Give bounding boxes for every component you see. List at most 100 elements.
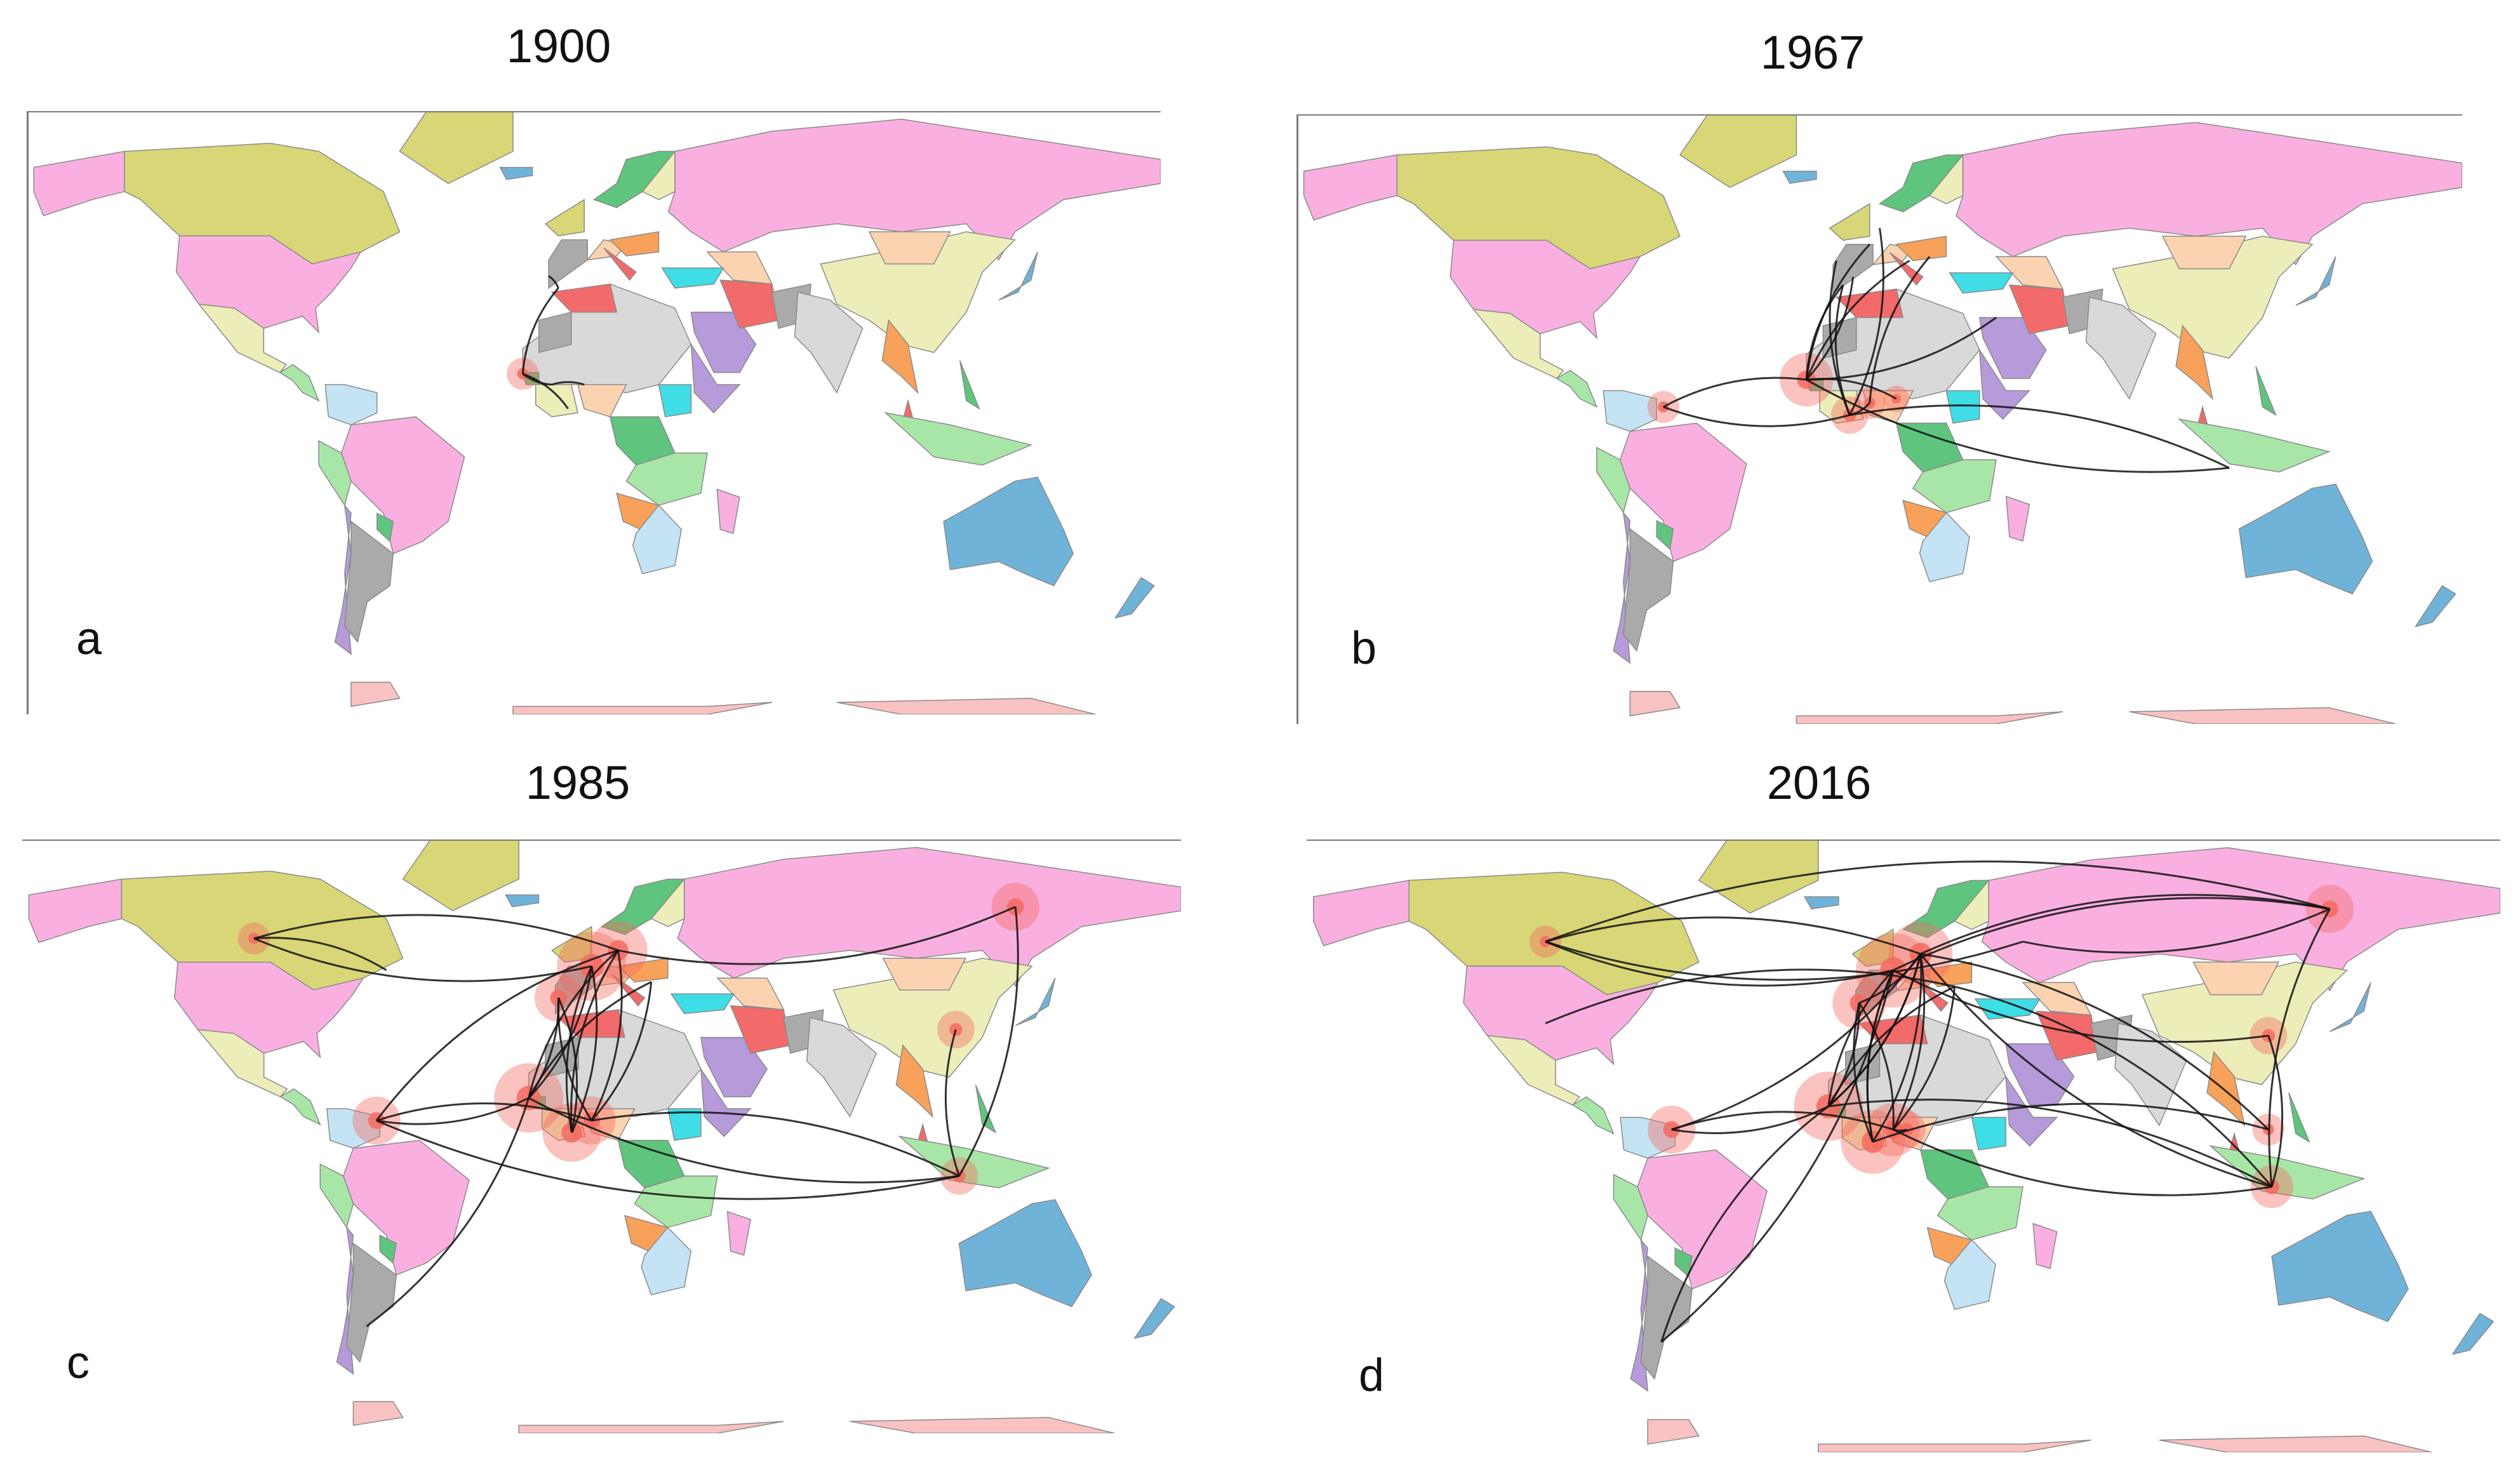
panel-b-top-border	[1297, 114, 2462, 116]
country-region	[1114, 577, 1155, 619]
link-curve	[253, 914, 619, 951]
link-curve	[1848, 227, 1884, 416]
link-curve	[1893, 969, 2269, 1043]
connection-links	[1545, 860, 2331, 1343]
link-curve	[376, 1097, 530, 1125]
world-map-1985	[28, 840, 1181, 1433]
country-region	[2414, 585, 2457, 627]
country-region	[196, 1029, 288, 1098]
country-region	[1902, 880, 1990, 939]
link-curve	[375, 949, 619, 1121]
country-region	[379, 1234, 397, 1264]
country-region	[1913, 978, 1949, 1012]
link-curve	[557, 997, 578, 1133]
link-curve	[1920, 953, 2269, 1130]
link-curve	[1545, 940, 1894, 987]
link-curve	[1893, 1128, 1907, 1132]
link-curve	[1892, 953, 1926, 1130]
link-curve	[376, 1120, 959, 1200]
panel-c-title: 1985	[525, 756, 630, 809]
country-region	[1817, 1439, 2091, 1452]
land-regions	[28, 840, 1181, 1433]
country-region	[1623, 528, 1674, 652]
country-region	[868, 231, 951, 265]
link-curve	[945, 1029, 961, 1177]
connection-links	[521, 275, 585, 410]
country-region	[690, 344, 741, 414]
link-curve	[1663, 406, 1850, 427]
link-curve	[1545, 968, 1955, 1024]
panel-c-letter: c	[67, 1337, 90, 1388]
country-region	[377, 512, 394, 543]
country-region	[632, 504, 683, 575]
link-curve	[571, 966, 598, 1133]
panel-d-letter: d	[1359, 1350, 1385, 1401]
link-curve	[1806, 276, 1855, 380]
map-panel-a	[27, 111, 1161, 714]
country-region	[895, 1044, 934, 1118]
country-region	[600, 878, 686, 935]
country-region	[499, 166, 533, 180]
country-region	[609, 231, 660, 257]
country-region	[1895, 236, 1947, 262]
country-region	[2206, 1050, 2246, 1127]
country-region	[28, 878, 123, 943]
link-curve	[253, 937, 387, 971]
link-curve	[1920, 893, 2330, 955]
link-curve	[1660, 1105, 1829, 1342]
country-region	[2161, 236, 2247, 269]
country-region	[882, 958, 967, 991]
country-region	[667, 1108, 702, 1141]
link-curve	[1858, 953, 1922, 1004]
country-region	[512, 702, 773, 714]
panel-a-top-border	[27, 111, 1161, 112]
country-region	[611, 974, 646, 1007]
country-region	[402, 840, 519, 912]
country-region	[1829, 203, 1870, 241]
country-region	[1679, 114, 1797, 189]
link-curve	[548, 275, 559, 289]
land-regions	[33, 111, 1161, 714]
country-region	[1486, 1034, 1580, 1106]
country-region	[2175, 325, 2214, 401]
country-region	[535, 384, 578, 418]
link-curve	[590, 950, 623, 1121]
world-map-2016	[1312, 840, 2500, 1452]
country-region	[2255, 366, 2277, 417]
country-region	[548, 239, 589, 290]
panel-a-letter: a	[76, 613, 102, 664]
country-region	[1949, 272, 2014, 294]
country-region	[279, 364, 320, 402]
link-curve	[528, 1097, 959, 1184]
country-region	[700, 1067, 752, 1137]
country-region	[975, 1085, 997, 1134]
country-region	[1937, 1186, 2023, 1241]
link-curve	[366, 1097, 530, 1327]
link-curve	[1954, 986, 2273, 1188]
country-region	[2177, 418, 2331, 472]
country-region	[898, 1135, 1050, 1189]
link-curve	[1853, 1003, 1874, 1142]
country-region	[850, 1417, 1115, 1433]
country-region	[661, 267, 724, 289]
link-curve	[528, 949, 619, 1099]
country-region	[1782, 170, 1817, 184]
country-region	[1629, 691, 1681, 717]
country-region	[958, 1199, 1093, 1308]
map-panel-d	[1307, 840, 2500, 1452]
link-curve	[1671, 953, 1922, 1131]
map-panel-c	[22, 840, 1181, 1433]
country-region	[2005, 495, 2030, 542]
link-curve	[1671, 1105, 1829, 1134]
country-region	[2238, 483, 2373, 595]
hub-core	[550, 989, 567, 1007]
link-curve	[1827, 986, 1956, 1107]
country-region	[2005, 1074, 2058, 1147]
link-curve	[1892, 986, 1956, 1130]
country-region	[1656, 519, 1674, 551]
country-region	[592, 151, 676, 208]
country-region	[2451, 1313, 2495, 1355]
country-region	[959, 360, 980, 410]
link-curve	[528, 981, 652, 1099]
link-curve	[551, 381, 585, 386]
